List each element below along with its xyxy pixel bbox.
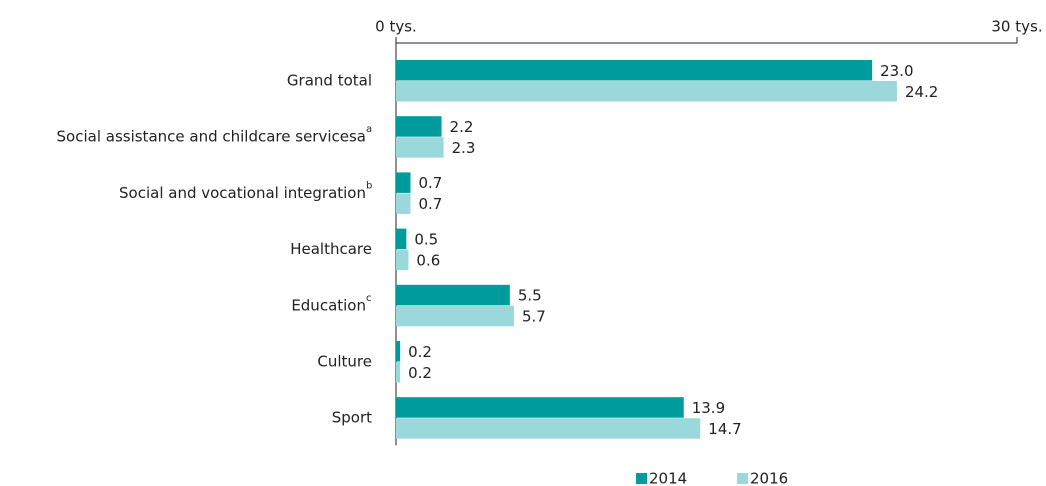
bar [396,341,401,362]
value-label: 0.6 [416,251,440,269]
bar [396,362,401,383]
value-label: 0.2 [408,343,432,361]
value-label: 14.7 [708,420,741,438]
legend-swatch [636,473,647,484]
category-label: Culture [317,353,372,371]
category-note: c [366,293,372,304]
category-note: b [366,180,372,191]
bar [396,249,409,271]
category-label: Sport [332,409,372,427]
category-label: Education [291,296,366,314]
category-label: Grand total [287,72,372,90]
legend-swatch [737,473,748,484]
value-label: 23.0 [880,62,913,80]
value-label: 0.2 [408,364,432,382]
bar [396,60,873,81]
category-note: a [366,124,372,135]
bar [396,397,684,418]
value-label: 0.7 [418,174,442,192]
bar [396,284,510,306]
x-tick-label: 30 tys. [991,18,1042,36]
bar [396,137,444,158]
value-label: 2.3 [452,139,476,157]
value-label: 5.5 [518,287,542,305]
value-label: 5.7 [522,308,546,326]
bar [396,305,514,327]
bar [396,81,897,102]
category-label: Healthcare [290,240,372,258]
value-label: 13.9 [692,399,725,417]
value-label: 24.2 [905,83,938,101]
value-label: 0.5 [414,230,438,248]
legend-label: 2014 [649,470,687,486]
bar [396,116,442,137]
category-label: Social and vocational integration [119,184,366,202]
bar [396,418,701,439]
legend-label: 2016 [750,470,788,486]
bar [396,193,411,214]
category-label: Social assistance and childcare services… [57,128,366,146]
x-tick-label: 0 tys. [375,18,417,36]
bar [396,228,407,250]
value-label: 2.2 [450,118,474,136]
bar [396,172,411,193]
value-label: 0.7 [418,195,442,213]
